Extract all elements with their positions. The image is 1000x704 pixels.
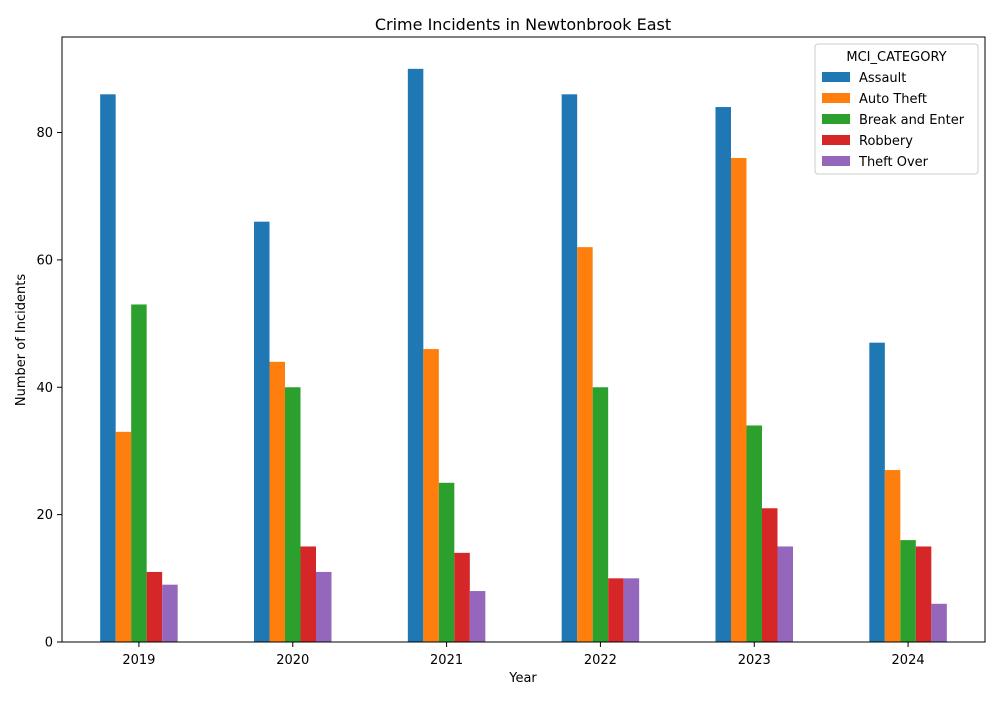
legend-label: Robbery xyxy=(859,134,913,149)
bar-theft-over-2022 xyxy=(623,578,640,642)
x-tick-label: 2021 xyxy=(430,653,463,668)
bar-auto-theft-2019 xyxy=(115,431,132,642)
bar-assault-2024 xyxy=(869,342,885,642)
x-tick-label: 2022 xyxy=(584,653,617,668)
bar-assault-2020 xyxy=(254,221,270,642)
bar-break-and-enter-2020 xyxy=(285,387,301,642)
bar-robbery-2020 xyxy=(300,546,316,642)
x-axis-label: Year xyxy=(508,671,537,686)
bar-break-and-enter-2024 xyxy=(900,540,916,642)
y-tick-label: 60 xyxy=(36,253,53,268)
legend: MCI_CATEGORY Assault Auto Theft Break and E… xyxy=(814,43,979,175)
bar-theft-over-2021 xyxy=(469,591,486,642)
bar-break-and-enter-2022 xyxy=(592,387,609,642)
bar-theft-over-2020 xyxy=(316,571,332,642)
legend-label: Assault xyxy=(859,71,906,86)
y-axis-label: Number of Incidents xyxy=(14,274,29,406)
bar-break-and-enter-2021 xyxy=(438,482,455,642)
bar-theft-over-2019 xyxy=(162,584,178,642)
legend-label: Break and Enter xyxy=(859,113,965,128)
bar-theft-over-2024 xyxy=(931,603,947,642)
legend-swatch xyxy=(822,93,850,103)
bar-break-and-enter-2023 xyxy=(746,425,762,642)
bar-robbery-2022 xyxy=(608,578,624,642)
bar-break-and-enter-2019 xyxy=(131,304,147,642)
x-tick-label: 2023 xyxy=(738,653,771,668)
bar-auto-theft-2022 xyxy=(577,247,593,642)
legend-title: MCI_CATEGORY xyxy=(846,50,946,65)
x-tick-label: 2019 xyxy=(122,653,155,668)
bar-assault-2019 xyxy=(100,94,116,642)
legend-box xyxy=(814,43,979,175)
legend-swatch xyxy=(822,156,850,166)
y-tick-label: 20 xyxy=(36,508,53,523)
bar-auto-theft-2021 xyxy=(423,349,439,642)
bar-auto-theft-2024 xyxy=(884,470,901,642)
bar-auto-theft-2020 xyxy=(269,361,285,642)
x-tick-label: 2020 xyxy=(276,653,309,668)
bar-assault-2023 xyxy=(715,107,731,643)
x-tick-label: 2024 xyxy=(892,653,925,668)
plot-frame xyxy=(61,36,986,643)
bar-robbery-2023 xyxy=(762,508,778,642)
plot-area: 2019 2020 2021 2022 2023 2024 0 20 40 60 80 xyxy=(36,36,986,668)
y-tick-label: 80 xyxy=(36,126,53,141)
y-tick-label: 40 xyxy=(36,381,53,396)
chart-title: Crime Incidents in Newtonbrook East xyxy=(375,15,671,34)
y-tick-label: 0 xyxy=(45,636,53,651)
bar-theft-over-2023 xyxy=(777,546,793,642)
legend-swatch xyxy=(822,114,850,124)
legend-swatch xyxy=(822,135,850,145)
legend-label: Theft Over xyxy=(858,155,929,170)
bar-assault-2021 xyxy=(407,68,424,643)
bar-robbery-2024 xyxy=(915,546,932,642)
legend-swatch xyxy=(822,72,850,82)
legend-label: Auto Theft xyxy=(859,92,927,107)
bar-robbery-2021 xyxy=(454,552,470,642)
bar-assault-2022 xyxy=(561,94,578,642)
bar-auto-theft-2023 xyxy=(731,158,747,642)
bar-robbery-2019 xyxy=(146,571,163,642)
